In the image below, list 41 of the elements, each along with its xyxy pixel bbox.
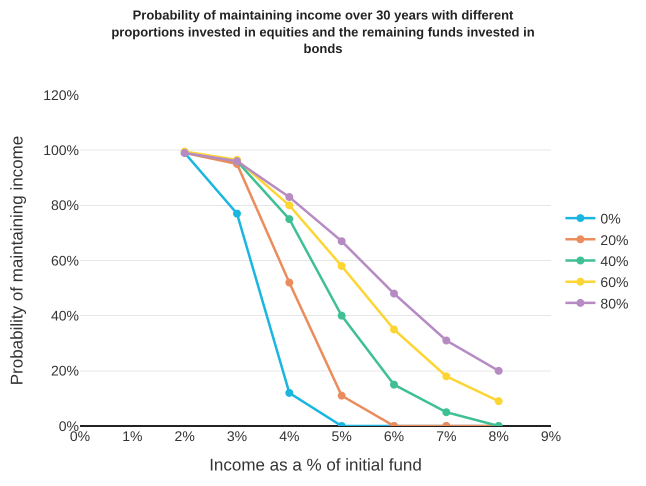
chart-title: Probability of maintaining income over 30 years with different proportions invested in equities and the remaining funds invested in bonds [111,7,535,56]
point [285,388,294,397]
point [233,210,241,218]
point [442,336,450,344]
legend-label: 20% [600,232,628,248]
legend-label: 0% [600,210,621,227]
point [338,237,346,246]
y-tick-label: 100% [43,142,79,158]
y-tick-label: 60% [50,252,79,268]
y-tick-label: 20% [50,362,79,379]
x-tick-label: 3% [226,428,248,444]
y-tick-label: 80% [50,197,79,214]
y-tick-label: 120% [43,86,79,103]
x-tick-label: 7% [436,428,456,444]
x-axis-title: Income as a % of initial fund [209,455,422,474]
y-axis-title: Probability of maintaining income [8,136,27,386]
point [338,262,346,270]
point [390,290,398,298]
y-tick-label: 40% [50,308,79,324]
point [285,278,294,287]
legend-label: 40% [600,252,628,269]
legend-label: 60% [600,274,628,290]
x-tick-label: 6% [384,428,404,444]
x-tick-label: 9% [540,428,562,444]
point [494,366,503,375]
x-tick-label: 4% [279,428,300,444]
point [338,392,346,400]
x-tick-label: 2% [174,428,195,444]
point [285,201,294,210]
point [390,325,398,334]
x-tick-label: 8% [488,428,509,444]
point [338,312,346,320]
x-tick-label: 1% [122,428,142,444]
point [285,215,294,224]
x-tick-label: 5% [332,428,352,444]
point [285,193,294,202]
legend-label: 80% [600,295,628,312]
point [494,397,503,406]
point [442,408,450,416]
point [390,380,398,389]
point [442,372,450,380]
